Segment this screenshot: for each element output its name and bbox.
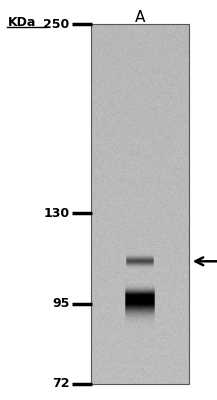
- Text: A: A: [135, 10, 145, 26]
- Text: KDa: KDa: [8, 16, 36, 28]
- Text: 250: 250: [43, 18, 69, 30]
- Text: 130: 130: [43, 206, 69, 220]
- Text: 72: 72: [52, 377, 69, 390]
- Text: 95: 95: [52, 297, 69, 310]
- Bar: [91, 24, 189, 384]
